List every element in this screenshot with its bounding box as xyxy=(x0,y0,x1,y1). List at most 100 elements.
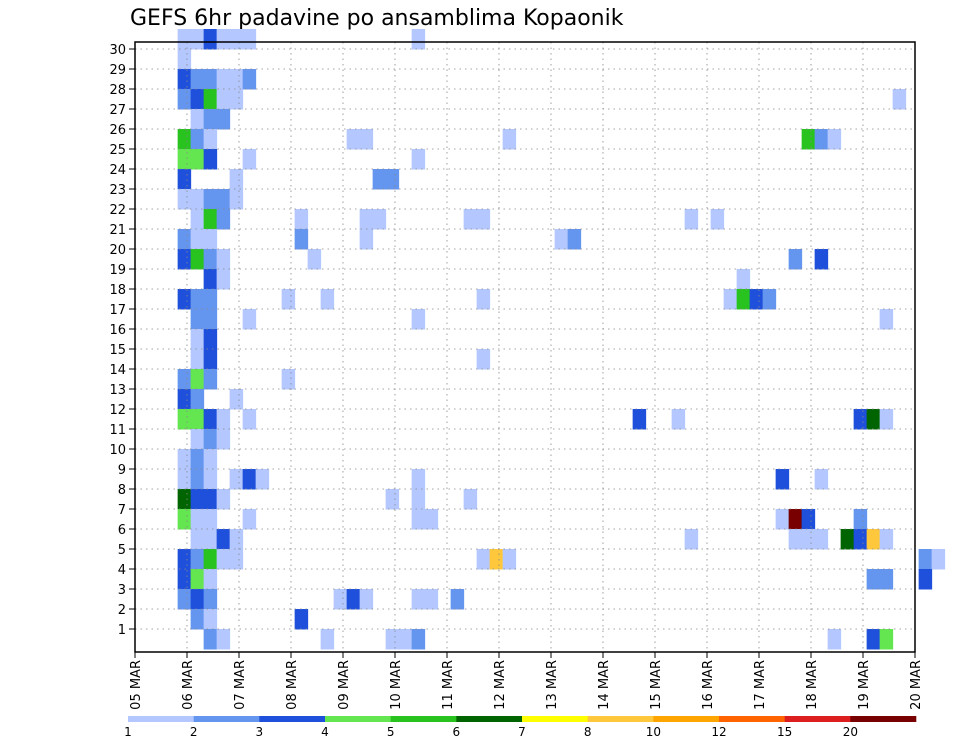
cell-r5-s53 xyxy=(866,529,881,550)
cell-r7-s16 xyxy=(385,489,400,510)
y-tick-label-14: 14 xyxy=(109,363,126,378)
cell-r25-s25 xyxy=(502,129,517,150)
cell-r8-s0 xyxy=(177,469,192,490)
cell-r22-s4 xyxy=(229,189,244,210)
cell-r23-s15 xyxy=(372,169,387,190)
cell-r5-s1 xyxy=(190,529,205,550)
cell-r14-s1 xyxy=(190,349,205,370)
colorbar-swatch-8 xyxy=(587,716,654,722)
cell-r25-s1 xyxy=(190,129,205,150)
colorbar-swatch-3 xyxy=(259,716,326,722)
cell-r6-s5 xyxy=(242,509,257,530)
y-tick-label-13: 13 xyxy=(109,383,126,398)
cell-r9-s1 xyxy=(190,449,205,470)
colorbar-label-10: 10 xyxy=(646,725,661,739)
cell-r30-s2 xyxy=(203,29,218,50)
cell-r24-s5 xyxy=(242,149,257,170)
cell-r8-s5 xyxy=(242,469,257,490)
colorbar-swatch-6 xyxy=(456,716,523,722)
chart-title: GEFS 6hr padavine po ansamblima Kopaonik xyxy=(130,6,624,31)
x-tick-label-10: 15 MAR xyxy=(649,660,664,710)
cell-r14-s2 xyxy=(203,349,218,370)
cell-r23-s16 xyxy=(385,169,400,190)
cell-r17-s0 xyxy=(177,289,192,310)
colorbar-label-7: 7 xyxy=(518,725,526,739)
cell-r11-s0 xyxy=(177,409,192,430)
cell-r14-s23 xyxy=(476,349,491,370)
cell-r6-s0 xyxy=(177,509,192,530)
cell-r2-s19 xyxy=(424,589,439,610)
cell-r24-s18 xyxy=(411,149,426,170)
cell-r30-s0 xyxy=(177,29,192,50)
cell-r27-s55 xyxy=(892,89,907,110)
cell-r19-s49 xyxy=(814,249,829,270)
cell-r5-s51 xyxy=(840,529,855,550)
cell-r7-s3 xyxy=(216,489,231,510)
cell-r20-s2 xyxy=(203,229,218,250)
cell-r5-s3 xyxy=(216,529,231,550)
cell-r12-s1 xyxy=(190,389,205,410)
y-tick-label-16: 16 xyxy=(109,323,126,338)
cell-r22-s0 xyxy=(177,189,192,210)
cell-r20-s0 xyxy=(177,229,192,250)
colorbar-label-5: 5 xyxy=(387,725,395,739)
x-tick-label-0: 05 MAR xyxy=(129,660,144,710)
cell-r2-s18 xyxy=(411,589,426,610)
y-tick-label-21: 21 xyxy=(109,223,126,238)
cell-r0-s54 xyxy=(879,629,894,650)
cell-r24-s2 xyxy=(203,149,218,170)
cell-r4-s24 xyxy=(489,549,504,570)
cell-r11-s1 xyxy=(190,409,205,430)
cell-r2-s12 xyxy=(333,589,348,610)
cell-r3-s1 xyxy=(190,569,205,590)
cell-r1-s2 xyxy=(203,609,218,630)
colorbar-label-4: 4 xyxy=(321,725,329,739)
x-tick-label-2: 07 MAR xyxy=(233,660,248,710)
y-tick-label-5: 5 xyxy=(118,543,126,558)
cell-r20-s29 xyxy=(554,229,569,250)
colorbar-swatch-2 xyxy=(193,716,260,722)
y-tick-label-1: 1 xyxy=(118,623,126,638)
y-tick-label-10: 10 xyxy=(109,443,126,458)
cell-r18-s43 xyxy=(736,269,751,290)
cell-r17-s2 xyxy=(203,289,218,310)
colorbar-swatch-12 xyxy=(850,716,917,722)
cell-r3-s2 xyxy=(203,569,218,590)
cell-r30-s3 xyxy=(216,29,231,50)
x-tick-label-15: 20 MAR xyxy=(909,660,924,710)
cell-r5-s39 xyxy=(684,529,699,550)
cell-r6-s1 xyxy=(190,509,205,530)
cell-r4-s4 xyxy=(229,549,244,570)
cell-r0-s17 xyxy=(398,629,413,650)
cell-r4-s1 xyxy=(190,549,205,570)
cell-r8-s46 xyxy=(775,469,790,490)
colorbar-label-3: 3 xyxy=(256,725,264,739)
x-tick-label-12: 17 MAR xyxy=(753,660,768,710)
cell-r25-s49 xyxy=(814,129,829,150)
cell-r0-s3 xyxy=(216,629,231,650)
cell-r17-s45 xyxy=(762,289,777,310)
cell-r8-s6 xyxy=(255,469,270,490)
y-tick-label-18: 18 xyxy=(109,283,126,298)
cell-r13-s8 xyxy=(281,369,296,390)
cell-r23-s0 xyxy=(177,169,192,190)
x-tick-label-6: 11 MAR xyxy=(441,660,456,710)
cell-r28-s4 xyxy=(229,69,244,90)
cell-r29-s0 xyxy=(177,49,192,70)
cell-r6-s52 xyxy=(853,509,868,530)
cell-r25-s13 xyxy=(346,129,361,150)
x-tick-label-8: 13 MAR xyxy=(545,660,560,710)
cell-r11-s35 xyxy=(632,409,647,430)
cell-r26-s1 xyxy=(190,109,205,130)
colorbar-label-8: 8 xyxy=(584,725,592,739)
cell-r8-s18 xyxy=(411,469,426,490)
cell-r19-s0 xyxy=(177,249,192,270)
cell-r25-s50 xyxy=(827,129,842,150)
cell-r13-s1 xyxy=(190,369,205,390)
y-tick-label-29: 29 xyxy=(109,63,126,78)
cell-r10-s1 xyxy=(190,429,205,450)
cell-r3-s53 xyxy=(866,569,881,590)
cell-r7-s0 xyxy=(177,489,192,510)
cell-r5-s54 xyxy=(879,529,894,550)
cell-r1-s1 xyxy=(190,609,205,630)
